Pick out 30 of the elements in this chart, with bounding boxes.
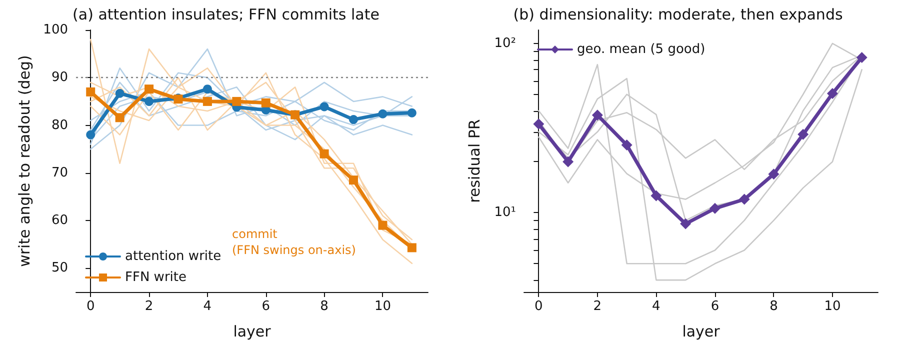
annotation: commit (FFN swings on-axis) <box>232 227 356 257</box>
y-tick-label: 70 <box>51 165 68 180</box>
x-tick-label: 2 <box>144 299 154 314</box>
legend-label: geo. mean (5 good) <box>577 42 706 57</box>
chart-title: (a) attention insulates; FFN commits late <box>72 6 380 24</box>
y-tick-label: 80 <box>51 118 68 133</box>
legend-label: attention write <box>125 249 222 264</box>
x-tick-label: 8 <box>320 299 328 314</box>
x-tick-label: 6 <box>710 299 720 314</box>
x-tick-label: 4 <box>652 299 660 314</box>
x-axis-title: layer <box>682 322 721 340</box>
x-tick-label: 8 <box>770 299 778 314</box>
legend-label: FFN write <box>125 270 186 285</box>
x-tick-label: 10 <box>824 299 841 314</box>
x-tick-label: 6 <box>262 299 270 314</box>
chart-title: (b) dimensionality: moderate, then expands <box>513 6 843 24</box>
x-tick-label: 0 <box>534 299 543 314</box>
x-tick-label: 0 <box>86 299 95 314</box>
x-tick-label: 2 <box>593 299 602 314</box>
y-tick-label: 60 <box>51 213 68 228</box>
x-axis-title: layer <box>233 322 272 340</box>
y-axis-title: write angle to readout (deg) <box>16 55 34 267</box>
x-tick-label: 4 <box>203 299 212 314</box>
y-tick-label: 10¹ <box>494 205 516 220</box>
y-tick-label: 10² <box>494 36 516 51</box>
x-tick-label: 10 <box>374 299 391 314</box>
y-tick-label: 50 <box>51 260 68 276</box>
y-axis-title: residual PR <box>466 119 484 203</box>
y-tick-label: 90 <box>51 70 68 86</box>
y-tick-label: 100 <box>43 22 68 38</box>
